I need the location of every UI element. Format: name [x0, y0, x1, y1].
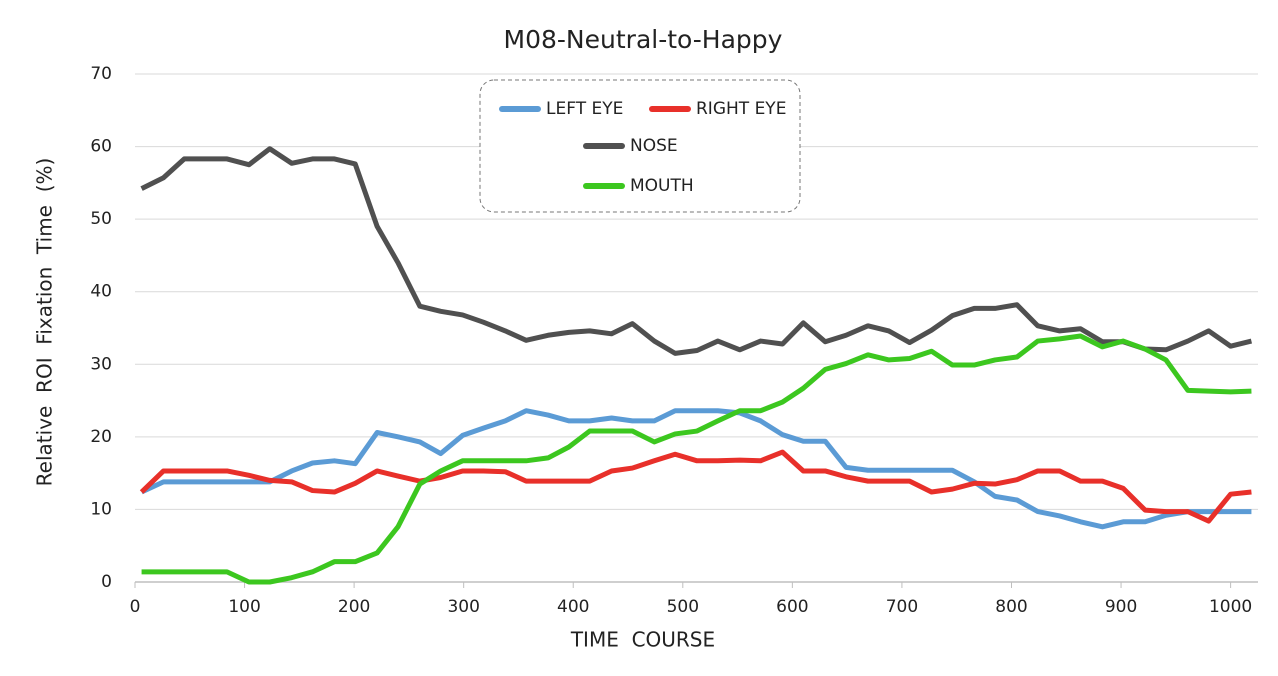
- x-tick-label: 300: [447, 597, 479, 617]
- y-tick-label: 10: [90, 499, 112, 519]
- x-tick-label: 700: [886, 597, 918, 617]
- x-tick-label: 600: [776, 597, 808, 617]
- series-line: [140, 408, 1252, 530]
- y-tick-label: 40: [90, 282, 112, 302]
- x-tick-label: 500: [667, 597, 699, 617]
- y-tick-label: 70: [90, 64, 112, 84]
- x-tick-label: 400: [557, 597, 589, 617]
- chart-title: M08-Neutral-to-Happy: [504, 25, 783, 54]
- x-tick-label: 900: [1105, 597, 1137, 617]
- y-tick-label: 20: [90, 427, 112, 447]
- x-tick-label: 800: [995, 597, 1027, 617]
- y-tick-label: 50: [90, 209, 112, 229]
- x-tick-label: 200: [338, 597, 370, 617]
- y-tick-label: 60: [90, 137, 112, 157]
- y-axis-label: Relative ROI Fixation Time (%): [33, 158, 57, 487]
- legend-label: MOUTH: [630, 176, 694, 196]
- y-tick-label: 30: [90, 354, 112, 374]
- legend-label: LEFT EYE: [546, 99, 623, 119]
- y-tick-label: 0: [101, 572, 112, 592]
- x-axis-label: TIME COURSE: [570, 628, 715, 652]
- series-line: [141, 333, 1252, 585]
- legend-label: NOSE: [630, 136, 678, 156]
- legend-box: [479, 79, 801, 213]
- x-tick-label: 0: [130, 597, 141, 617]
- series-line: [140, 146, 1253, 356]
- legend-label: RIGHT EYE: [696, 99, 786, 119]
- legend: LEFT EYE RIGHT EYE NOSE MOUTH: [499, 99, 786, 196]
- plot-lines: [139, 146, 1253, 585]
- x-tick-label: 100: [228, 597, 260, 617]
- series-line: [139, 449, 1252, 524]
- x-tick-label: 1000: [1209, 597, 1252, 617]
